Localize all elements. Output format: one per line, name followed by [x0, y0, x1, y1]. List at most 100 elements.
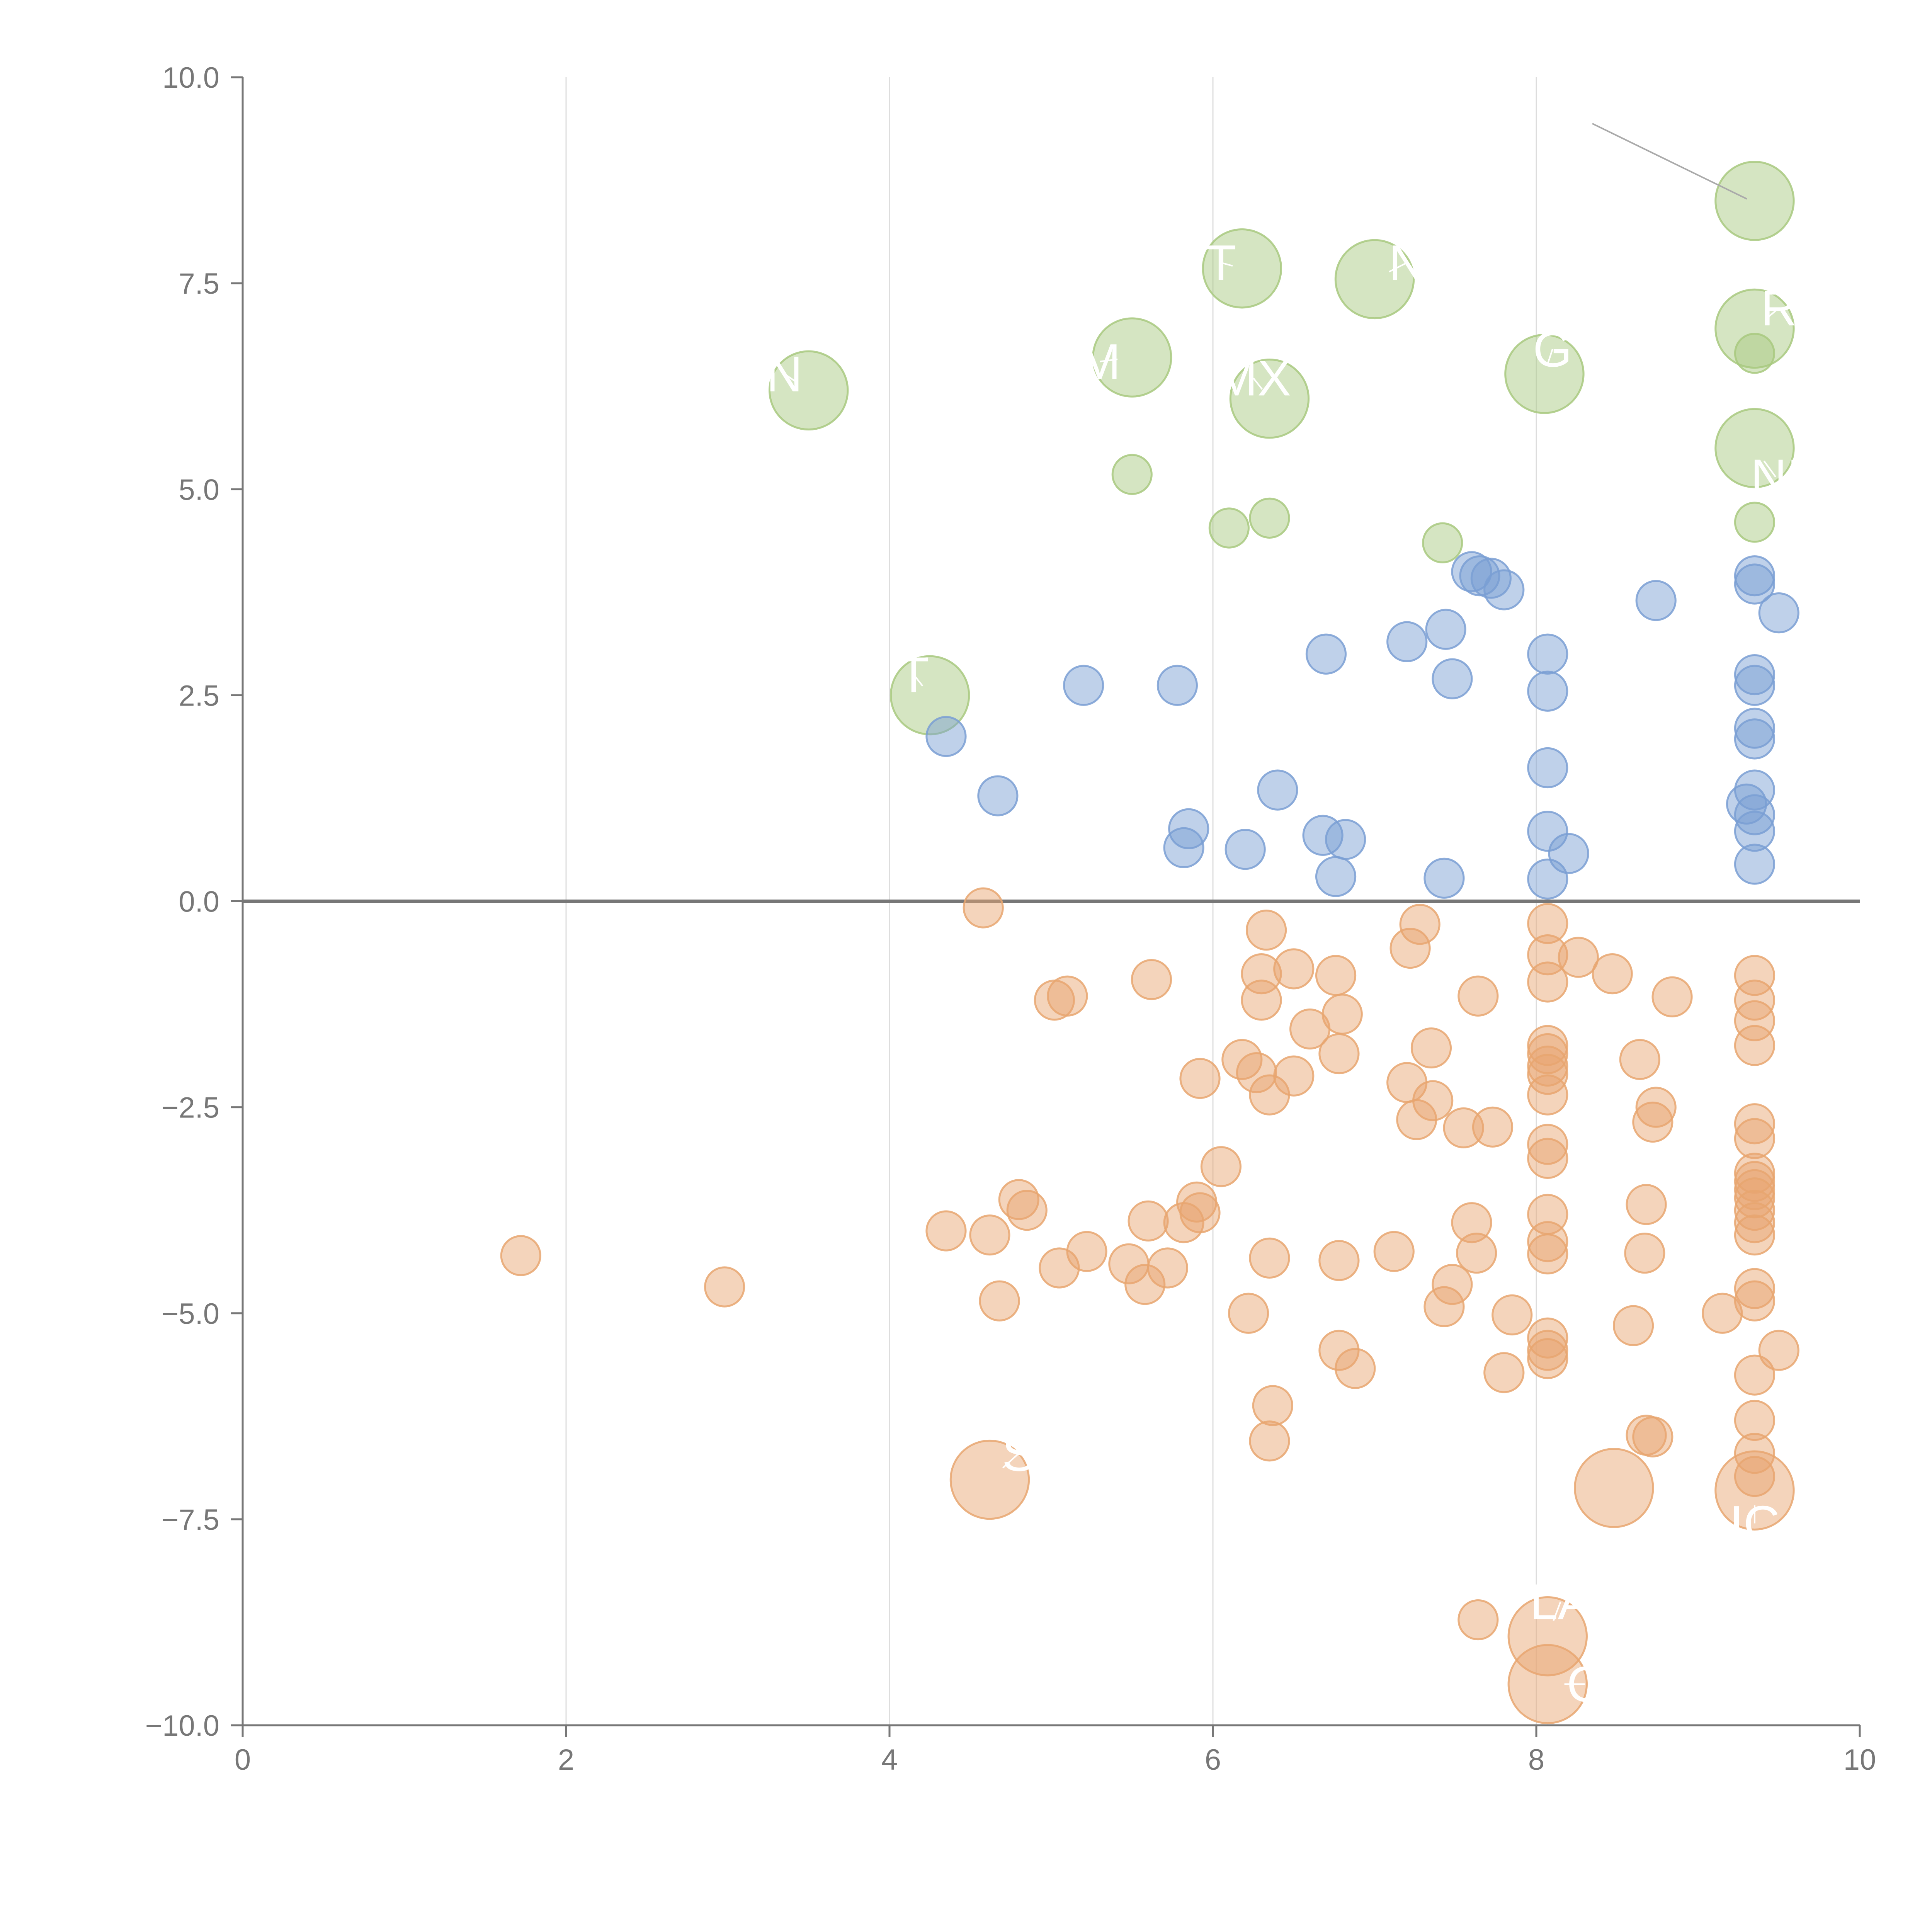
x-tick-label: 4	[881, 1743, 898, 1776]
bubble-neg	[963, 887, 1004, 929]
bubble-high	[1092, 317, 1172, 398]
bubble-mid	[1315, 856, 1357, 897]
bubble-mid	[1386, 621, 1428, 662]
bubble-neg	[1527, 1221, 1568, 1262]
bubble-neg	[1527, 903, 1568, 944]
bubble-neg	[1734, 1433, 1776, 1474]
bubble-mid	[1527, 811, 1568, 852]
bubble-neg	[1734, 1456, 1776, 1497]
bubble-neg	[1179, 1192, 1221, 1233]
annotation-leader	[1099, 358, 1118, 362]
bubble-mid	[1734, 707, 1776, 749]
bubble-neg	[1632, 1101, 1673, 1143]
bubble-neg	[1702, 1293, 1743, 1334]
bubble-mid	[1734, 665, 1776, 706]
annotation-label: M	[1079, 333, 1121, 390]
bubble-neg	[1124, 1264, 1166, 1305]
bubble-mid	[1527, 670, 1568, 712]
bubble-mid	[1734, 769, 1776, 811]
bubbles	[500, 161, 1799, 1725]
bubble-mid	[1734, 654, 1776, 696]
bubble-neg	[1734, 1190, 1776, 1231]
x-tick-label: 0	[235, 1743, 251, 1776]
bubble-mid	[1734, 844, 1776, 885]
bubble-neg	[1147, 1247, 1188, 1289]
bubble-neg	[1456, 1232, 1497, 1274]
bubble-mid	[925, 716, 967, 757]
bubble-neg	[1472, 1106, 1514, 1148]
annotation-leaders	[784, 123, 1780, 1685]
bubble-neg	[1734, 980, 1776, 1021]
bubble-high	[1249, 497, 1290, 539]
annotation-label: T	[898, 646, 929, 703]
x-tick-label: 6	[1205, 1743, 1221, 1776]
bubble-neg	[1527, 1033, 1568, 1075]
bubble-neg	[1635, 1087, 1677, 1128]
annotation-label: R	[1761, 280, 1797, 336]
bubble-neg	[1483, 1352, 1525, 1393]
bubble-mid	[1225, 829, 1266, 870]
bubble-neg	[1758, 1330, 1799, 1371]
y-tick-label: −5.0	[162, 1298, 219, 1330]
bubble-neg	[1527, 1338, 1568, 1379]
bubble-neg	[1734, 1025, 1776, 1066]
bubble-neg	[1252, 1385, 1293, 1426]
bubble-mid	[1527, 747, 1568, 789]
bubble-neg	[1734, 955, 1776, 996]
bubble-high	[1504, 334, 1585, 414]
bubble-neg	[1626, 1184, 1667, 1225]
bubble-high	[1714, 408, 1795, 488]
bubble-neg	[1734, 1177, 1776, 1219]
y-tick-label: 2.5	[179, 679, 219, 712]
y-tick-label: 0.0	[179, 886, 219, 918]
bubble-neg	[1389, 927, 1431, 969]
bubble-neg	[1507, 1596, 1588, 1677]
bubble-high	[1734, 502, 1776, 543]
bubble-neg	[1131, 959, 1172, 1000]
bubble-mid	[1423, 857, 1465, 899]
bubble-neg	[1527, 1074, 1568, 1116]
bubble-mid	[1257, 769, 1298, 811]
bubble-neg	[1432, 1264, 1473, 1305]
annotation-leader	[913, 674, 923, 687]
bubble-neg	[1492, 1294, 1533, 1336]
bubble-mid	[1470, 558, 1512, 599]
bubble-mid	[1734, 794, 1776, 835]
bubble-neg	[1734, 1354, 1776, 1396]
bubble-neg	[1200, 1146, 1242, 1187]
bubble-high	[1714, 161, 1795, 241]
bubble-neg	[1335, 1348, 1376, 1389]
bubble-neg	[1574, 1448, 1654, 1528]
bubble-neg	[1228, 1293, 1269, 1334]
bubble-mid	[1432, 658, 1473, 699]
x-tick-label: 10	[1844, 1743, 1876, 1776]
bubble-mid	[1527, 633, 1568, 675]
bubble-neg	[1179, 1058, 1221, 1099]
bubble-neg	[1318, 1033, 1360, 1075]
bubble-mid	[1758, 592, 1799, 634]
bubble-neg	[500, 1235, 541, 1276]
bubble-mid	[1325, 819, 1366, 860]
bubble-neg	[1412, 1080, 1454, 1121]
annotation-leader	[1221, 262, 1233, 267]
annotation-leader	[1763, 461, 1776, 478]
annotation-label: G	[1533, 321, 1572, 378]
annotation-leader	[1002, 1452, 1020, 1469]
y-tick-label: −10.0	[145, 1709, 219, 1742]
bubble-neg	[1527, 1054, 1568, 1095]
bubble-mid	[1163, 827, 1204, 868]
bubble-neg	[1632, 1416, 1673, 1458]
bubble-neg	[1734, 1214, 1776, 1256]
bubble-neg	[1613, 1305, 1654, 1346]
bubble-neg	[1619, 1039, 1660, 1080]
bubble-neg	[1558, 937, 1599, 978]
bubble-neg	[1410, 1027, 1452, 1069]
bubble-neg	[1651, 976, 1693, 1017]
annotation-leader-grey	[1592, 123, 1747, 200]
bubble-neg	[1734, 1118, 1776, 1159]
bubble-neg	[1128, 1200, 1169, 1242]
bubble-high	[769, 350, 849, 431]
bubble-neg	[1734, 1400, 1776, 1441]
annotation-leader	[1765, 307, 1780, 320]
bubble-mid	[1734, 718, 1776, 760]
